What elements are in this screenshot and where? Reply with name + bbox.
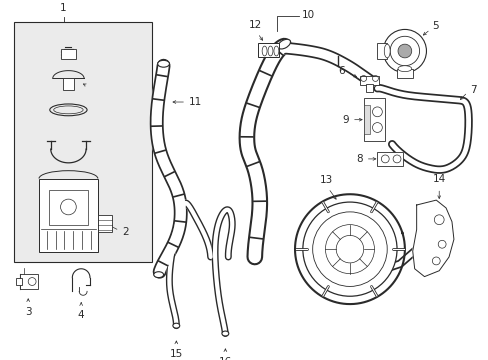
Ellipse shape bbox=[153, 272, 163, 278]
Bar bbox=[363, 98, 385, 141]
Bar bbox=[359, 76, 379, 85]
Bar bbox=[15, 22, 151, 262]
Bar bbox=[363, 105, 369, 134]
Bar bbox=[62, 78, 74, 90]
Text: 8: 8 bbox=[355, 154, 362, 164]
Text: 12: 12 bbox=[249, 21, 262, 30]
Ellipse shape bbox=[277, 39, 290, 49]
Bar bbox=[20, 274, 38, 289]
Text: 5: 5 bbox=[431, 22, 438, 31]
Ellipse shape bbox=[157, 60, 169, 67]
Bar bbox=[377, 152, 402, 166]
Bar bbox=[49, 190, 88, 225]
Text: 15: 15 bbox=[169, 349, 183, 359]
Bar bbox=[39, 179, 98, 252]
Bar bbox=[98, 215, 111, 233]
Bar bbox=[17, 278, 22, 285]
Text: 9: 9 bbox=[342, 115, 348, 125]
Ellipse shape bbox=[222, 331, 228, 336]
Text: 1: 1 bbox=[60, 3, 67, 13]
Bar bbox=[365, 84, 373, 92]
Circle shape bbox=[397, 44, 411, 58]
Circle shape bbox=[383, 30, 426, 73]
Text: 11: 11 bbox=[189, 97, 202, 107]
Text: 10: 10 bbox=[301, 10, 314, 20]
Ellipse shape bbox=[173, 323, 180, 328]
Ellipse shape bbox=[384, 44, 389, 58]
Text: 14: 14 bbox=[432, 174, 445, 184]
Ellipse shape bbox=[397, 66, 411, 72]
Bar bbox=[396, 69, 412, 78]
Text: 3: 3 bbox=[25, 307, 31, 317]
Text: 7: 7 bbox=[468, 85, 475, 95]
Bar bbox=[377, 43, 386, 59]
Text: 13: 13 bbox=[319, 175, 332, 185]
Text: 6: 6 bbox=[338, 66, 345, 76]
Bar bbox=[61, 49, 76, 59]
Polygon shape bbox=[412, 200, 453, 276]
Text: 4: 4 bbox=[78, 310, 84, 320]
Text: 2: 2 bbox=[122, 228, 129, 238]
Bar bbox=[257, 43, 279, 57]
Text: 16: 16 bbox=[218, 357, 231, 360]
Circle shape bbox=[302, 202, 396, 296]
